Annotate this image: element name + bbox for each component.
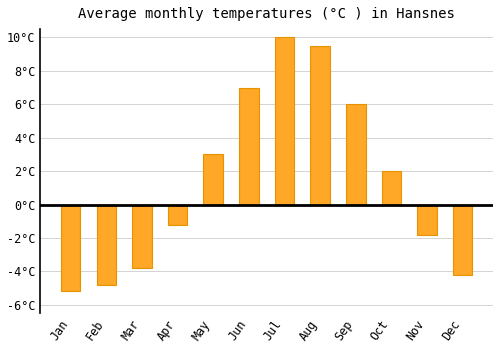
Bar — [132, 204, 152, 268]
Bar — [310, 46, 330, 204]
Bar — [417, 204, 437, 234]
Bar — [382, 171, 401, 204]
Bar — [61, 204, 80, 292]
Bar — [453, 204, 472, 275]
Bar — [346, 104, 366, 204]
Bar — [274, 37, 294, 204]
Bar — [204, 154, 223, 204]
Bar — [168, 204, 188, 225]
Bar — [239, 88, 258, 204]
Bar — [96, 204, 116, 285]
Title: Average monthly temperatures (°C ) in Hansnes: Average monthly temperatures (°C ) in Ha… — [78, 7, 455, 21]
